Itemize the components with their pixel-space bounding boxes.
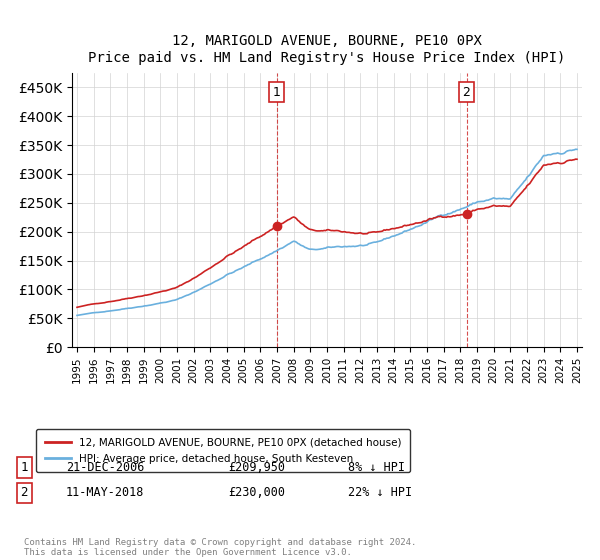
Text: 8% ↓ HPI: 8% ↓ HPI [348, 461, 405, 474]
Text: 2: 2 [463, 86, 470, 99]
Text: 2: 2 [20, 486, 28, 500]
Text: £209,950: £209,950 [228, 461, 285, 474]
Title: 12, MARIGOLD AVENUE, BOURNE, PE10 0PX
Price paid vs. HM Land Registry's House Pr: 12, MARIGOLD AVENUE, BOURNE, PE10 0PX Pr… [88, 35, 566, 65]
Text: 22% ↓ HPI: 22% ↓ HPI [348, 486, 412, 500]
Legend: 12, MARIGOLD AVENUE, BOURNE, PE10 0PX (detached house), HPI: Average price, deta: 12, MARIGOLD AVENUE, BOURNE, PE10 0PX (d… [37, 430, 410, 472]
Text: £230,000: £230,000 [228, 486, 285, 500]
Text: 1: 1 [20, 461, 28, 474]
Text: 1: 1 [272, 86, 280, 99]
Text: Contains HM Land Registry data © Crown copyright and database right 2024.
This d: Contains HM Land Registry data © Crown c… [24, 538, 416, 557]
Text: 21-DEC-2006: 21-DEC-2006 [66, 461, 145, 474]
Text: 11-MAY-2018: 11-MAY-2018 [66, 486, 145, 500]
